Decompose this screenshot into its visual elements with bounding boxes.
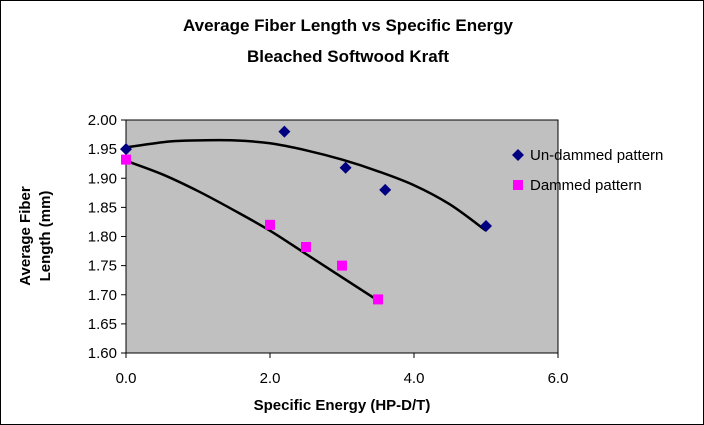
y-tick-label: 1.90 [88,170,117,187]
y-tick-label: 1.85 [88,199,117,216]
x-tick-label: 4.0 [404,370,425,387]
y-tick-label: 1.80 [88,229,117,246]
data-point-dammed [265,219,275,230]
y-tick-label: 1.75 [88,258,117,275]
legend-marker-dammed [513,180,523,190]
data-point-undammed [120,143,132,156]
data-point-dammed [301,241,311,252]
trendline-series-0 [125,138,487,232]
chart-title: Average Fiber Length vs Specific Energy [183,16,514,35]
legend-marker-undammed [512,149,524,161]
y-tick-label: 1.65 [88,316,117,333]
y-tick-label: 1.60 [88,345,117,362]
data-point-undammed [278,125,291,138]
x-tick-label: 0.0 [116,370,137,387]
data-point-dammed [373,294,383,305]
chart-subtitle: Bleached Softwood Kraft [247,47,449,66]
x-tick-label: 6.0 [548,370,569,387]
data-point-undammed [480,220,492,233]
data-point-undammed [339,161,352,174]
y-tick-label: 1.95 [88,141,117,158]
legend-label-dammed: Dammed pattern [530,177,642,194]
x-axis: 0.0 2.0 4.0 6.0 [116,353,569,387]
x-tick-label: 2.0 [260,370,281,387]
data-point-dammed [121,154,131,165]
legend: Un-dammed pattern Dammed pattern [512,147,663,194]
plot-area [125,119,559,354]
data-points [120,125,492,305]
data-point-undammed [379,183,392,196]
legend-label-undammed: Un-dammed pattern [530,147,663,164]
y-axis-title-line-2: Length (mm) [37,191,54,282]
x-axis-title: Specific Energy (HP-D/T) [254,397,431,414]
y-tick-label: 1.70 [88,287,117,304]
trendlines [125,138,487,302]
y-axis: 1.60 1.65 1.70 1.75 1.80 1.85 1.90 1.95 2.00 [88,112,126,362]
y-tick-label: 2.00 [88,112,117,129]
data-point-dammed [337,260,347,271]
y-axis-title-line-1: Average Fiber [17,186,34,286]
trendline-series-1 [125,159,379,302]
